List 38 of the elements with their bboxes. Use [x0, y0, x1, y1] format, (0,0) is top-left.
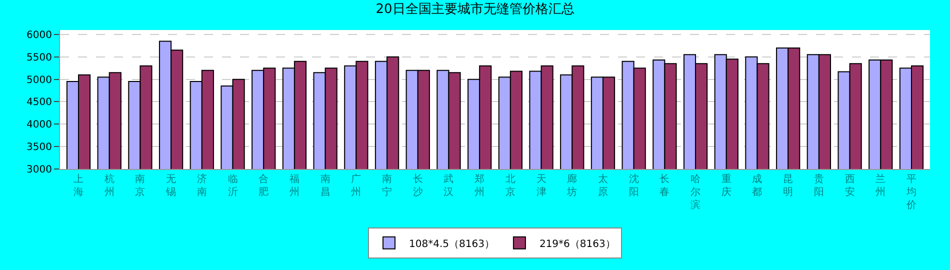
x-tick-label: 杭州	[103, 173, 114, 198]
x-tick-label: 无锡	[165, 174, 176, 198]
x-tick-label: 福州	[289, 173, 300, 198]
y-tick-label: 3000	[26, 164, 52, 176]
x-tick-label: 北京	[505, 173, 516, 198]
x-tick-label: 南京	[135, 173, 146, 198]
y-tick-label: 4500	[26, 97, 52, 108]
x-tick-label: 贵阳	[814, 173, 824, 198]
x-tick-label: 郑州	[474, 173, 485, 198]
y-tick-label: 5500	[26, 52, 52, 64]
x-tick-label: 沈阳	[628, 173, 639, 198]
y-tick-label: 5000	[26, 74, 52, 86]
x-tick-label: 哈尔滨	[690, 173, 701, 211]
y-tick-label: 3500	[26, 142, 52, 154]
x-tick-label: 重庆	[721, 173, 732, 198]
x-tick-label: 兰州	[876, 173, 886, 198]
x-tick-label: 成都	[752, 173, 762, 198]
x-tick-label: 西安	[844, 174, 855, 198]
legend-label: 219*6（8163）	[539, 238, 616, 250]
chart-title: 20日全国主要城市无缝管价格汇总	[376, 1, 574, 18]
x-tick-label: 合肥	[258, 173, 269, 198]
x-tick-label: 南宁	[382, 173, 392, 198]
x-tick-label: 广州	[351, 173, 362, 198]
x-tick-label: 济南	[196, 173, 207, 198]
x-tick-label: 长沙	[412, 173, 423, 198]
y-tick-label: 6000	[26, 30, 52, 41]
x-tick-label: 上海	[74, 173, 84, 198]
x-tick-label: 南昌	[320, 173, 330, 198]
y-tick-label: 4000	[26, 120, 52, 131]
x-tick-label: 天津	[536, 174, 546, 198]
x-tick-label: 廊坊	[566, 173, 578, 198]
x-tick-label: 长春	[660, 173, 670, 198]
x-tick-label: 昆明	[783, 174, 794, 198]
x-tick-label: 太原	[598, 173, 608, 198]
x-tick-label: 临沂	[228, 173, 238, 198]
legend-label: 108*4.5（8163）	[409, 238, 494, 250]
x-tick-label: 平均价	[905, 174, 916, 211]
x-tick-label: 武汉	[444, 173, 454, 198]
